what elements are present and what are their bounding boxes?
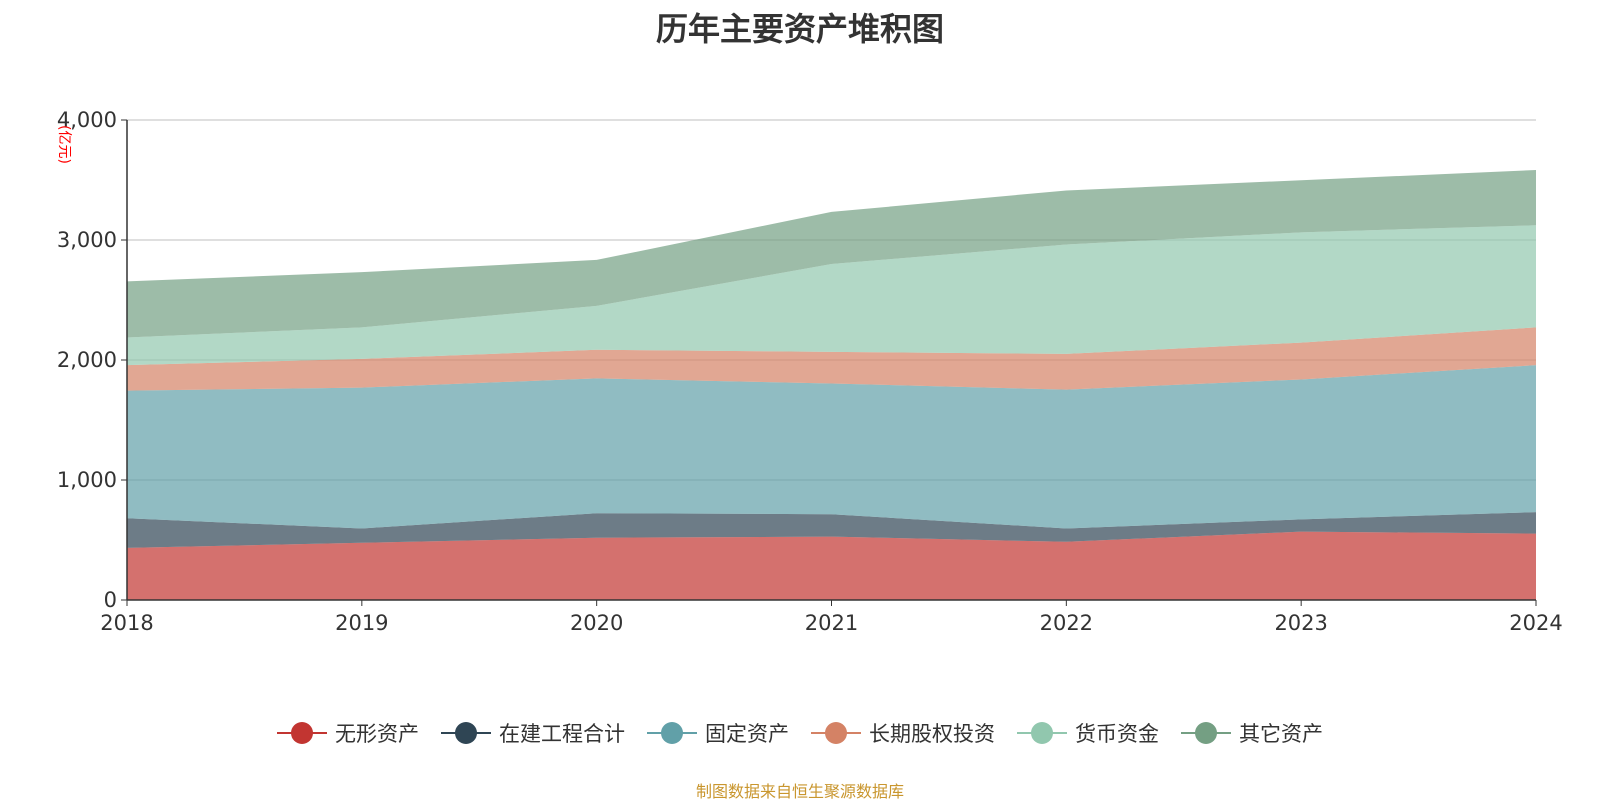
legend: 无形资产 在建工程合计 固定资产 长期股权投资 货币资金 其它资产	[0, 718, 1600, 748]
legend-marker-icon	[277, 722, 327, 744]
legend-label: 固定资产	[705, 722, 789, 746]
legend-label: 长期股权投资	[869, 722, 995, 746]
legend-marker-icon	[647, 722, 697, 744]
legend-item[interactable]: 其它资产	[1181, 718, 1323, 748]
x-tick-label: 2023	[1274, 611, 1327, 635]
legend-label: 无形资产	[335, 722, 419, 746]
x-tick-label: 2018	[100, 611, 153, 635]
legend-marker-icon	[1017, 722, 1067, 744]
source-note: 制图数据来自恒生聚源数据库	[695, 782, 904, 801]
legend-label: 在建工程合计	[499, 722, 625, 746]
legend-item[interactable]: 货币资金	[1017, 718, 1159, 748]
y-tick-label: 4,000	[57, 108, 117, 132]
legend-marker-icon	[811, 722, 861, 744]
legend-item[interactable]: 在建工程合计	[441, 718, 625, 748]
area-在建工程合计	[127, 512, 1536, 548]
x-tick-label: 2024	[1509, 611, 1562, 635]
area-固定资产	[127, 365, 1536, 529]
legend-item[interactable]: 无形资产	[277, 718, 419, 748]
legend-label: 其它资产	[1239, 722, 1323, 746]
x-tick-label: 2021	[805, 611, 858, 635]
y-tick-label: 2,000	[57, 348, 117, 372]
stacked-area-chart: 0 1,000 2,000 3,000 4,000 2018 2019 2020 2021 202…	[56, 108, 1563, 635]
x-tick-label: 2020	[570, 611, 623, 635]
area-其它资产	[127, 170, 1536, 338]
area-长期股权投资	[127, 327, 1536, 391]
legend-item[interactable]: 长期股权投资	[811, 718, 995, 748]
x-tick-label: 2019	[335, 611, 388, 635]
legend-marker-icon	[441, 722, 491, 744]
y-tick-label: 1,000	[57, 468, 117, 492]
area-无形资产	[127, 531, 1536, 600]
y-tick-label: 0	[104, 588, 117, 612]
legend-label: 货币资金	[1075, 722, 1159, 746]
y-tick-label: 3,000	[57, 228, 117, 252]
legend-item[interactable]: 固定资产	[647, 718, 789, 748]
chart-title: 历年主要资产堆积图	[655, 10, 944, 48]
legend-marker-icon	[1181, 722, 1231, 744]
x-tick-label: 2022	[1040, 611, 1093, 635]
area-货币资金	[127, 225, 1536, 366]
y-axis-label: (亿元)	[56, 125, 72, 164]
